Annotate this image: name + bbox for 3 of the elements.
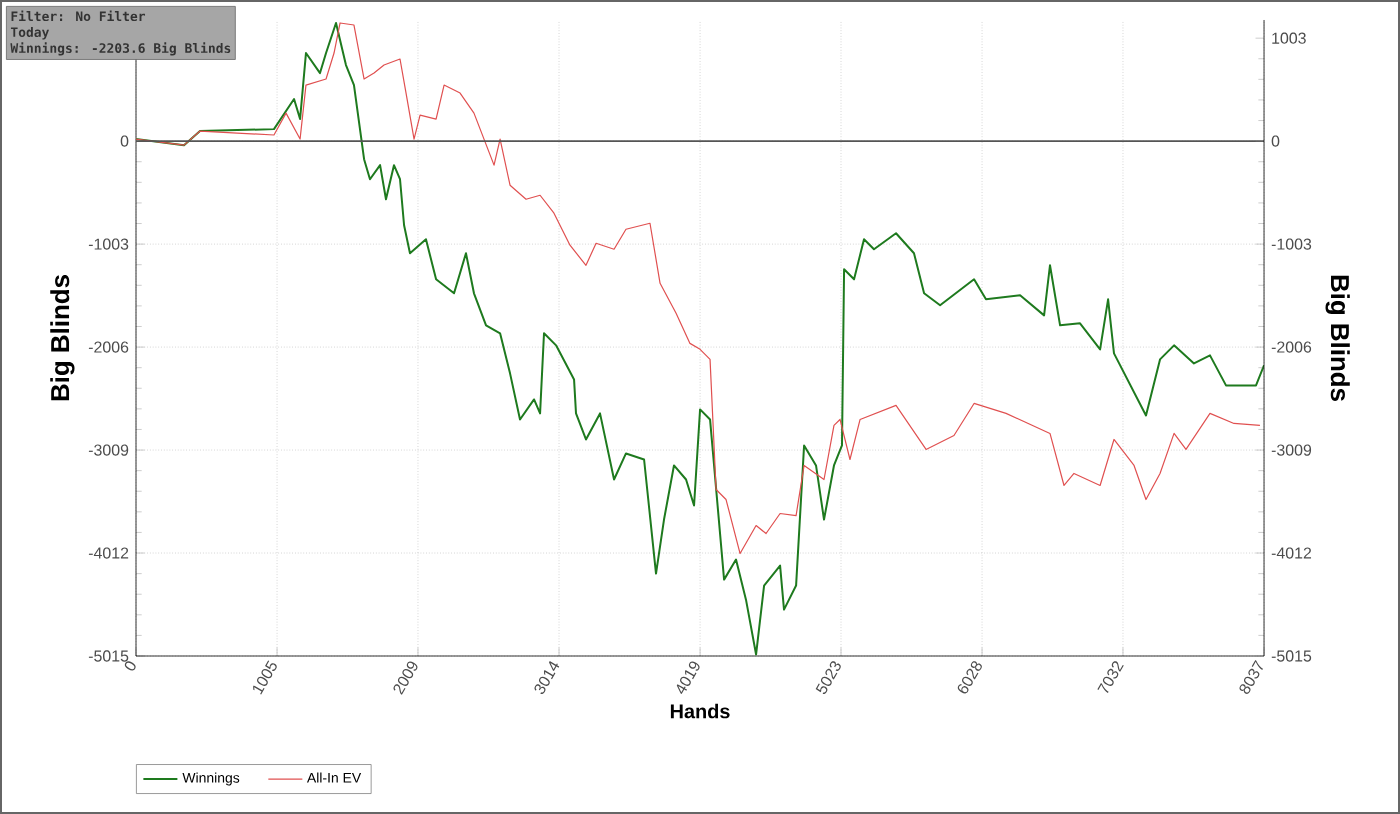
y-axis-title: Big Blinds xyxy=(50,275,75,401)
y2-axis-title: Big Blinds xyxy=(1325,275,1350,401)
x-axis-title: Hands xyxy=(670,703,730,719)
